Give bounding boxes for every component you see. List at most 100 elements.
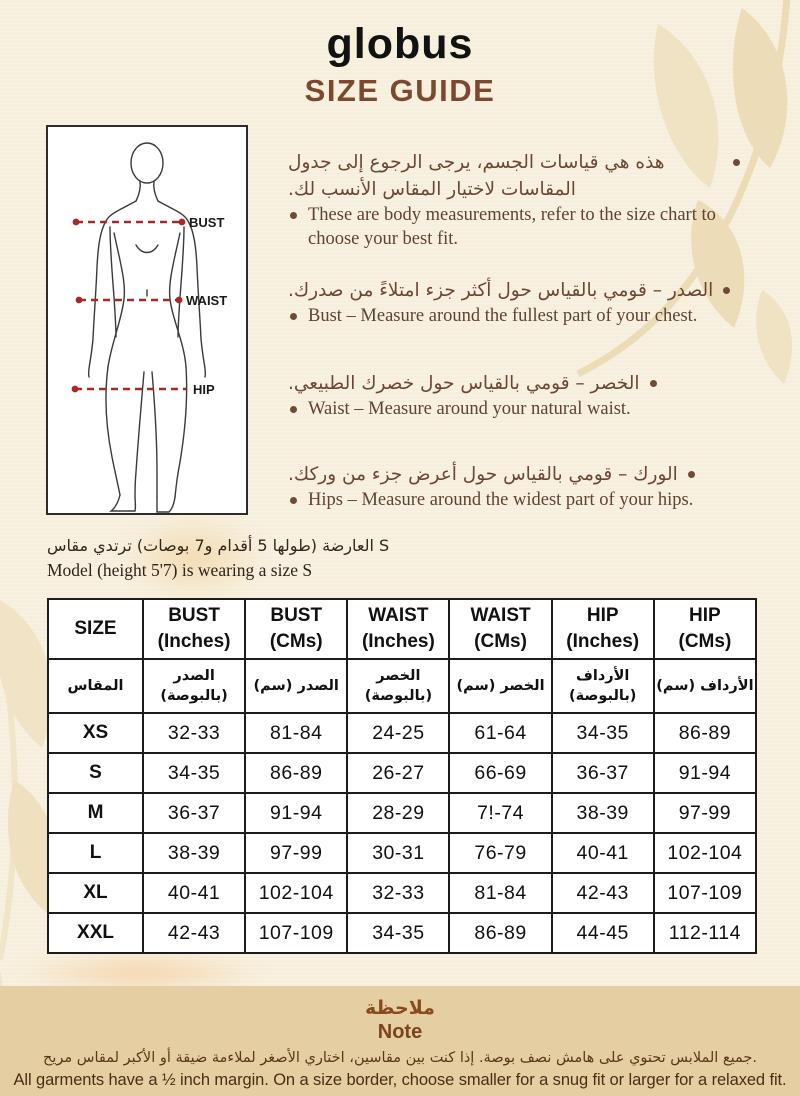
value-cell: 91-94	[244, 792, 349, 834]
value-cell: 40-41	[550, 832, 655, 874]
hip-measure-line	[71, 385, 186, 393]
value-cell: 34-35	[346, 912, 451, 954]
value-cell: 91-94	[652, 752, 758, 794]
value-cell: 36-37	[141, 792, 247, 834]
col-header-en: HIP (Inches)	[550, 598, 655, 660]
size-cell: L	[47, 832, 144, 874]
value-cell: 107-109	[244, 912, 349, 954]
value-cell: 24-25	[346, 712, 451, 754]
table-row: XXL 42-43 107-109 34-35 86-89 44-45 112-114	[47, 912, 758, 954]
list-item: الورك – قومي بالقياس حول أعرض جزء من ورك…	[288, 461, 742, 488]
instruction-text-en: Waist – Measure around your natural wais…	[308, 399, 631, 419]
waist-measure-line	[75, 296, 183, 304]
col-header-en: WAIST (Inches)	[346, 598, 451, 660]
instruction-group-bust: الصدر – قومي بالقياس حول أكثر جزء امتلاء…	[288, 277, 742, 328]
value-cell: 107-109	[652, 872, 758, 914]
value-cell: 81-84	[448, 872, 553, 914]
list-item: الصدر – قومي بالقياس حول أكثر جزء امتلاء…	[288, 277, 742, 304]
bullet-icon	[649, 380, 657, 387]
table-row: M 36-37 91-94 28-29 7!-74 38-39 97-99	[47, 792, 758, 834]
bullet-icon	[290, 406, 297, 413]
waist-label: WAIST	[186, 293, 227, 308]
note-body-ar: جميع الملابس تحتوي على هامش نصف بوصة. إذ…	[43, 1050, 757, 1066]
list-item: Hips – Measure around the widest part of…	[288, 488, 742, 512]
table-row: XL 40-41 102-104 32-33 81-84 42-43 107-109	[47, 872, 758, 914]
figure-illustration: BUST WAIST HIP	[71, 142, 227, 513]
size-cell: XS	[47, 712, 144, 754]
value-cell: 32-33	[141, 712, 247, 754]
col-header-en: BUST (CMs)	[244, 598, 349, 660]
table-row: SIZE BUST (Inches) BUST (CMs) WAIST (Inches…	[47, 598, 758, 660]
size-cell: S	[47, 752, 144, 794]
note-body-en: All garments have a ½ inch margin. On a …	[13, 1071, 787, 1089]
body-measurement-diagram: BUST WAIST HIP	[46, 125, 248, 515]
col-header-en: HIP (CMs)	[652, 598, 758, 660]
value-cell: 42-43	[550, 872, 655, 914]
list-item: هذه هي قياسات الجسم، يرجى الرجوع إلى جدو…	[288, 149, 742, 203]
value-cell: 32-33	[346, 872, 451, 914]
list-item: الخصر – قومي بالقياس حول خصرك الطبيعي.	[288, 370, 742, 397]
note-title-en: Note	[377, 1021, 423, 1043]
model-note: العارضة (طولها 5 أقدام و7 بوصات) ترتدي م…	[47, 533, 507, 582]
instruction-text-ar: الخصر – قومي بالقياس حول خصرك الطبيعي.	[288, 373, 640, 394]
note-band: ملاحظة Note جميع الملابس تحتوي على هامش …	[0, 986, 800, 1096]
instruction-text-en: Hips – Measure around the widest part of…	[308, 490, 694, 510]
size-cell: M	[47, 792, 144, 834]
col-header-ar: الصدر (بالبوصة)	[141, 658, 247, 714]
model-note-ar: العارضة (طولها 5 أقدام و7 بوصات) ترتدي م…	[47, 536, 390, 555]
value-cell: 102-104	[652, 832, 758, 874]
instruction-text-en: Bust – Measure around the fullest part o…	[308, 306, 698, 326]
bullet-icon	[290, 313, 297, 320]
value-cell: 112-114	[652, 912, 758, 954]
list-item: Waist – Measure around your natural wais…	[288, 397, 742, 421]
col-header-ar: الصدر (سم)	[244, 658, 349, 714]
header: globus SIZE GUIDE	[0, 20, 800, 109]
value-cell: 76-79	[448, 832, 553, 874]
bust-label: BUST	[189, 215, 224, 230]
instruction-text-ar: الصدر – قومي بالقياس حول أكثر جزء امتلاء…	[288, 280, 714, 301]
size-cell: XL	[47, 872, 144, 914]
value-cell: 26-27	[346, 752, 451, 794]
value-cell: 30-31	[346, 832, 451, 874]
size-table: SIZE BUST (Inches) BUST (CMs) WAIST (Inches…	[47, 598, 758, 954]
value-cell: 44-45	[550, 912, 655, 954]
value-cell: 86-89	[448, 912, 553, 954]
col-header-en: WAIST (CMs)	[448, 598, 553, 660]
measurement-instructions: هذه هي قياسات الجسم، يرجى الرجوع إلى جدو…	[288, 149, 742, 538]
value-cell: 34-35	[141, 752, 247, 794]
value-cell: 61-64	[448, 712, 553, 754]
col-header-ar: الأرداف (سم)	[652, 658, 758, 714]
bust-measure-line	[72, 218, 186, 226]
table-row: المقاس الصدر (بالبوصة) الصدر (سم) الخصر (با…	[47, 658, 758, 714]
bullet-icon	[290, 212, 297, 219]
instruction-group-waist: الخصر – قومي بالقياس حول خصرك الطبيعي. W…	[288, 370, 742, 421]
list-item: Bust – Measure around the fullest part o…	[288, 304, 742, 328]
page-title: SIZE GUIDE	[304, 73, 496, 109]
col-header-ar: المقاس	[47, 658, 144, 714]
bullet-icon	[687, 471, 695, 478]
instruction-text-ar: هذه هي قياسات الجسم، يرجى الرجوع إلى جدو…	[288, 152, 665, 200]
col-header-en: BUST (Inches)	[141, 598, 247, 660]
instruction-group-hip: الورك – قومي بالقياس حول أعرض جزء من ورك…	[288, 461, 742, 512]
value-cell: 38-39	[550, 792, 655, 834]
value-cell: 97-99	[244, 832, 349, 874]
value-cell: 81-84	[244, 712, 349, 754]
size-cell: XXL	[47, 912, 144, 954]
model-note-en: Model (height 5'7) is wearing a size S	[47, 560, 313, 580]
list-item: These are body measurements, refer to th…	[288, 203, 742, 251]
col-header-ar: الخصر (سم)	[448, 658, 553, 714]
bullet-icon	[290, 497, 297, 504]
value-cell: 34-35	[550, 712, 655, 754]
value-cell: 97-99	[652, 792, 758, 834]
table-row: S 34-35 86-89 26-27 66-69 36-37 91-94	[47, 752, 758, 794]
bullet-icon	[733, 159, 740, 166]
brand-logo: globus	[326, 20, 474, 68]
note-title-ar: ملاحظة	[365, 997, 435, 1019]
value-cell: 36-37	[550, 752, 655, 794]
instruction-text-ar: الورك – قومي بالقياس حول أعرض جزء من ورك…	[288, 464, 678, 485]
hip-label: HIP	[193, 382, 215, 397]
bullet-icon	[723, 287, 731, 294]
table-row: XS 32-33 81-84 24-25 61-64 34-35 86-89	[47, 712, 758, 754]
value-cell: 86-89	[652, 712, 758, 754]
col-header-en: SIZE	[47, 598, 144, 660]
